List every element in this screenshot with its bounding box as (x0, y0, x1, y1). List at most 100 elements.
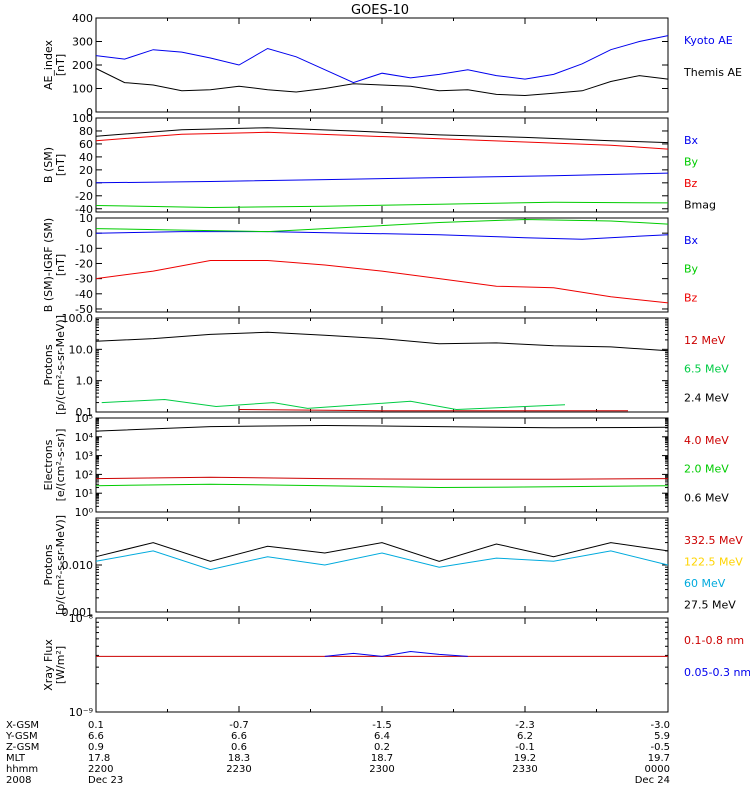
x-axis-tick-label: 6.6 (88, 731, 104, 742)
legend-entry: 27.5 MeV (684, 599, 736, 612)
x-axis-tick-label: 2300 (369, 764, 394, 775)
x-axis-row-label: Z-GSM (6, 742, 39, 753)
x-axis-tick-label: 2330 (512, 764, 537, 775)
legend-entry: Bx (684, 234, 699, 247)
figure-title: GOES-10 (351, 3, 409, 18)
legend-entry: Themis AE (683, 66, 742, 79)
y-tick-label: 10.0 (69, 343, 94, 356)
x-axis-tick-label: 19.7 (648, 753, 670, 764)
x-axis-tick-label: 17.8 (88, 753, 110, 764)
x-axis-tick-label: 0.6 (231, 742, 247, 753)
panel-frame (95, 317, 669, 413)
y-axis-unit: [e/(cm²-s-sr)] (54, 429, 67, 502)
y-tick-label: 100 (72, 83, 93, 96)
x-axis-tick-label: -0.7 (229, 720, 249, 731)
y-axis-unit: [W/m²] (54, 646, 67, 684)
x-axis-tick-label: -3.0 (650, 720, 670, 731)
legend-entry: 332.5 MeV (684, 534, 743, 547)
panel-1: 0 100 200 300 400 AE_index [nT] Kyoto AE Themis … (42, 12, 742, 119)
y-tick-label: 10⁵ (75, 412, 93, 425)
y-tick-label: 0.010 (62, 559, 94, 572)
panel-frame (95, 17, 669, 113)
y-axis-unit: [nT] (54, 154, 67, 176)
series-line (324, 650, 468, 657)
y-tick-label: 10³ (75, 450, 93, 463)
y-axis-unit: [p/(cm²-s-sr-MeV)] (54, 315, 67, 415)
x-axis-tick-label: Dec 23 (88, 775, 123, 786)
legend-entry: 6.5 MeV (684, 363, 729, 376)
x-axis-tick-label: 2230 (226, 764, 251, 775)
y-tick-label: 300 (72, 36, 93, 49)
legend-entry: By (684, 263, 699, 276)
x-axis-tick-label: 5.9 (654, 731, 670, 742)
y-tick-label: 10² (75, 468, 93, 481)
y-axis-title: Protons (42, 544, 55, 585)
y-tick-label: 1.0 (76, 375, 94, 388)
series-line (95, 35, 669, 84)
y-tick-label: 0 (86, 177, 93, 190)
x-axis-tick-label: -0.1 (515, 742, 535, 753)
x-axis-tick-label: 0000 (645, 764, 670, 775)
y-axis-title: B (SM) (42, 147, 55, 183)
legend-entry: 2.4 MeV (684, 391, 729, 404)
x-axis-tick-label: 6.2 (517, 731, 533, 742)
series-line (95, 476, 669, 480)
x-axis-tick-label: 0.9 (88, 742, 104, 753)
y-tick-label: 10 (79, 212, 93, 225)
panel-frame (95, 617, 669, 713)
x-axis-row-label: Y-GSM (5, 731, 38, 742)
legend-entry: By (684, 156, 699, 169)
y-tick-label: 100 (72, 112, 93, 125)
y-tick-label: 200 (72, 59, 93, 72)
y-tick-label: 0.001 (62, 606, 94, 619)
legend-entry: 4.0 MeV (684, 434, 729, 447)
y-tick-label: -40 (75, 203, 93, 216)
y-axis-unit: [nT] (54, 54, 67, 76)
y-tick-label: 80 (79, 125, 93, 138)
x-axis-tick-label: 6.6 (231, 731, 247, 742)
y-tick-label: 100.0 (62, 312, 94, 325)
legend-entry: Bmag (684, 199, 716, 212)
x-axis-row-label: 2008 (6, 775, 31, 786)
legend-entry: 0.1-0.8 nm (684, 634, 744, 647)
y-axis-title: Xray Flux (42, 639, 55, 691)
panel-5: 10⁰ 10¹ 10² 10³ 10⁴ 10⁵ Electrons [e/(cm²-s-sr)… (42, 412, 729, 519)
y-axis-title: Protons (42, 344, 55, 385)
series-line (95, 231, 669, 240)
series-line (95, 483, 669, 489)
legend-entry: Kyoto AE (684, 34, 733, 47)
y-tick-label: -30 (75, 273, 93, 286)
series-line (95, 172, 669, 184)
x-axis-table: X-GSMY-GSMZ-GSMMLThhmm20080.16.60.917.82… (5, 720, 670, 786)
legend-entry: 60 MeV (684, 577, 726, 590)
y-tick-label: -20 (75, 190, 93, 203)
series-line (95, 131, 669, 150)
x-axis-tick-label: 6.4 (374, 731, 390, 742)
x-axis-tick-label: 18.3 (228, 753, 250, 764)
x-axis-tick-label: -2.3 (515, 720, 535, 731)
y-tick-label: 0 (86, 227, 93, 240)
x-axis-tick-label: 19.2 (514, 753, 536, 764)
series-line (95, 127, 669, 144)
x-axis-tick-label: Dec 24 (635, 775, 670, 786)
legend-entry: 122.5 MeV (684, 556, 743, 569)
y-tick-label: -40 (75, 288, 93, 301)
panel-4: 0.1 1.0 10.0 100.0 Protons [p/(cm²-s-sr-MeV)]… (42, 312, 729, 419)
series-line (95, 550, 669, 571)
legend-entry: 12 MeV (684, 334, 726, 347)
y-tick-label: 10⁻⁹ (69, 706, 93, 719)
series-line (95, 424, 669, 432)
legend-entry: 0.6 MeV (684, 491, 729, 504)
y-tick-label: 60 (79, 138, 93, 151)
series-line (101, 398, 566, 411)
series-line (95, 331, 669, 352)
y-tick-label: 10⁴ (75, 431, 94, 444)
panel-frame (95, 517, 669, 613)
y-tick-label: 40 (79, 151, 93, 164)
x-axis-row-label: X-GSM (6, 720, 39, 731)
legend-entry: 2.0 MeV (684, 463, 729, 476)
panel-frame (95, 417, 669, 513)
